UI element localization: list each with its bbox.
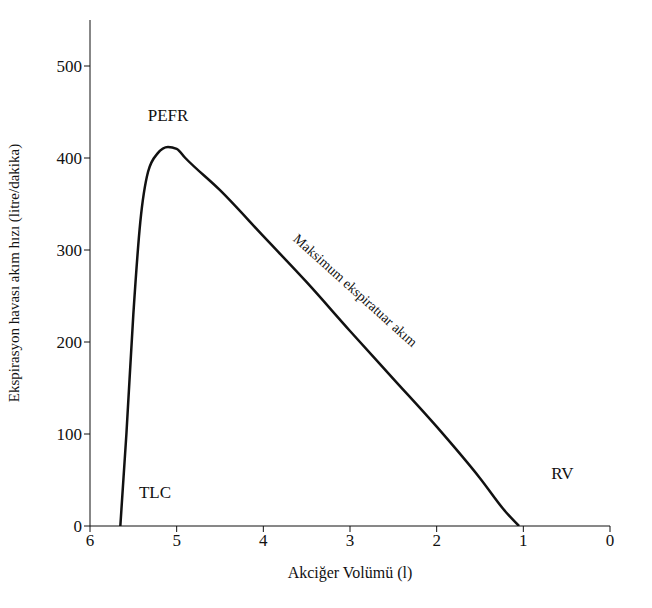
svg-text:4: 4 bbox=[259, 531, 268, 550]
svg-text:PEFR: PEFR bbox=[148, 106, 189, 125]
svg-text:500: 500 bbox=[57, 57, 83, 76]
svg-text:6: 6 bbox=[86, 531, 95, 550]
svg-text:TLC: TLC bbox=[139, 483, 171, 502]
svg-text:400: 400 bbox=[57, 149, 83, 168]
svg-text:Akciğer Volümü (l): Akciğer Volümü (l) bbox=[288, 564, 413, 582]
svg-text:Maksimum ekspiratuar akım: Maksimum ekspiratuar akım bbox=[290, 231, 420, 350]
svg-text:3: 3 bbox=[346, 531, 355, 550]
svg-text:RV: RV bbox=[551, 464, 574, 483]
svg-text:0: 0 bbox=[74, 517, 83, 536]
svg-text:200: 200 bbox=[57, 333, 83, 352]
svg-text:100: 100 bbox=[57, 425, 83, 444]
svg-text:0: 0 bbox=[606, 531, 615, 550]
svg-text:1: 1 bbox=[519, 531, 528, 550]
svg-text:5: 5 bbox=[172, 531, 181, 550]
svg-text:300: 300 bbox=[57, 241, 83, 260]
svg-text:Ekspirasyon havası akım hızı (: Ekspirasyon havası akım hızı (litre/daki… bbox=[6, 144, 23, 402]
svg-text:2: 2 bbox=[432, 531, 441, 550]
